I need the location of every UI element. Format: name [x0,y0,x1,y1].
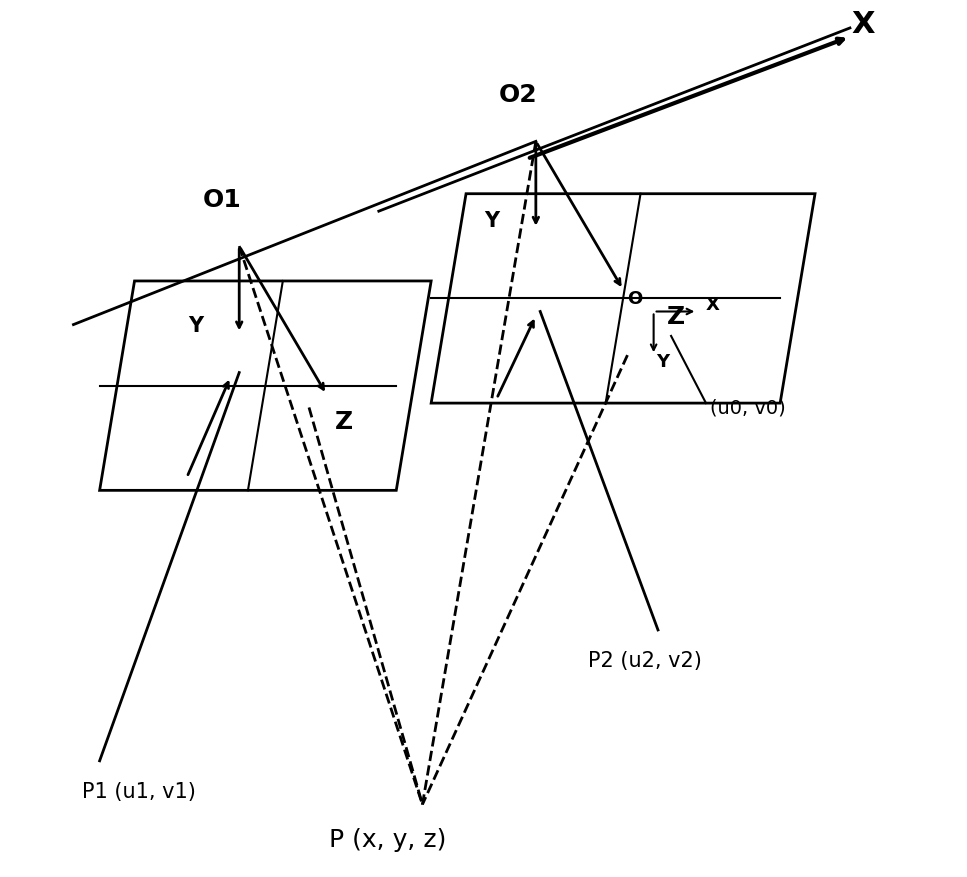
Text: P2 (u2, v2): P2 (u2, v2) [588,651,702,671]
Text: X: X [706,296,719,313]
Text: Z: Z [666,304,685,329]
Text: P (x, y, z): P (x, y, z) [329,827,446,852]
Text: X: X [851,10,875,39]
Text: Y: Y [188,315,203,335]
Text: O: O [628,289,643,308]
Text: O2: O2 [499,83,538,107]
Text: Z: Z [335,409,353,433]
Text: (u0, v0): (u0, v0) [711,398,786,417]
Text: P1 (u1, v1): P1 (u1, v1) [82,781,196,802]
Text: O1: O1 [202,188,241,212]
Text: Y: Y [657,353,669,371]
Text: Y: Y [484,210,500,231]
